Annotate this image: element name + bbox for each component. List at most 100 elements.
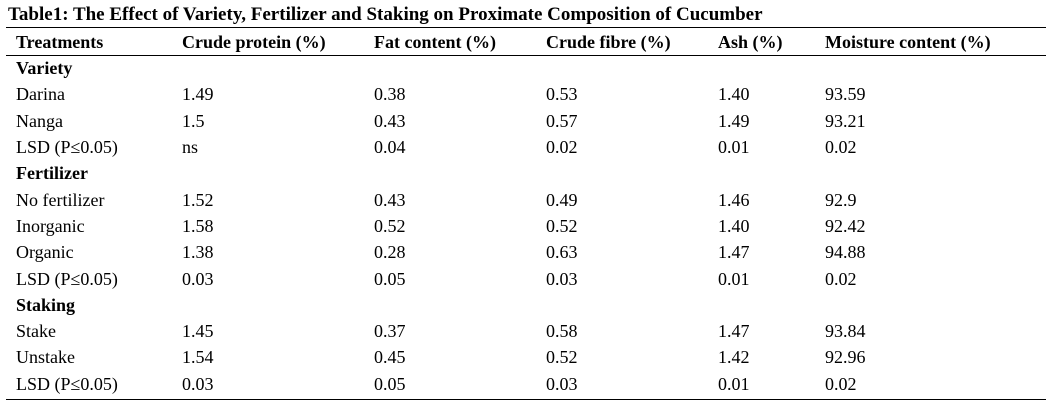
column-header-crude-fibre: Crude fibre (%) [546,31,671,52]
column-header-fat-content: Fat content (%) [374,31,496,52]
empty-cell [364,160,536,186]
fat-content-cell: 0.05 [374,268,406,289]
column-header-ash: Ash (%) [718,31,783,52]
fat-content-cell: 0.37 [374,321,406,342]
empty-cell [536,55,708,81]
group-label: Variety [16,58,73,79]
moisture-content-cell: 93.59 [825,84,866,105]
moisture-content-cell: 92.9 [825,189,857,210]
table-row: Unstake 1.54 0.45 0.52 1.42 92.96 [6,344,1046,370]
empty-cell [815,55,1046,81]
crude-protein-cell: 1.54 [182,347,214,368]
treatment-cell: Inorganic [16,215,85,236]
crude-protein-cell: 1.38 [182,242,214,263]
moisture-content-cell: 0.02 [825,137,857,158]
table-row: LSD (P≤0.05) ns 0.04 0.02 0.01 0.02 [6,134,1046,160]
treatment-cell: Organic [16,242,74,263]
crude-fibre-cell: 0.63 [546,242,578,263]
table-caption: Table1: The Effect of Variety, Fertilize… [8,4,763,25]
ash-cell: 1.42 [718,347,750,368]
moisture-content-cell: 0.02 [825,373,857,394]
table-top-rule [6,27,1046,28]
table-row: Inorganic 1.58 0.52 0.52 1.40 92.42 [6,213,1046,239]
table-row: Organic 1.38 0.28 0.63 1.47 94.88 [6,239,1046,265]
empty-cell [172,55,364,81]
fat-content-cell: 0.04 [374,137,406,158]
ash-cell: 1.46 [718,189,750,210]
ash-cell: 1.47 [718,321,750,342]
ash-cell: 1.49 [718,110,750,131]
fat-content-cell: 0.05 [374,373,406,394]
treatment-cell: LSD (P≤0.05) [16,137,118,158]
ash-cell: 1.40 [718,215,750,236]
fat-content-cell: 0.28 [374,242,406,263]
table-row: Darina 1.49 0.38 0.53 1.40 93.59 [6,81,1046,107]
crude-protein-cell: 0.03 [182,268,214,289]
crude-fibre-cell: 0.52 [546,347,578,368]
empty-cell [364,292,536,318]
header-row: Treatments Crude protein (%) Fat content… [6,28,1046,55]
crude-protein-cell: 1.58 [182,215,214,236]
crude-protein-cell: 1.52 [182,189,214,210]
crude-fibre-cell: 0.02 [546,137,578,158]
group-header-row: Fertilizer [6,160,1046,186]
treatment-cell: Stake [16,321,56,342]
empty-cell [708,55,815,81]
crude-protein-cell: 1.5 [182,110,205,131]
treatment-cell: LSD (P≤0.05) [16,373,118,394]
table-row: LSD (P≤0.05) 0.03 0.05 0.03 0.01 0.02 [6,265,1046,291]
group-label: Fertilizer [16,163,88,184]
ash-cell: 0.01 [718,268,750,289]
table-body: Variety Darina 1.49 0.38 0.53 1.40 93.59 Nanga 1… [6,55,1046,397]
table-header-rule [6,55,1046,56]
empty-cell [815,160,1046,186]
table-row: LSD (P≤0.05) 0.03 0.05 0.03 0.01 0.02 [6,371,1046,397]
ash-cell: 0.01 [718,137,750,158]
ash-cell: 0.01 [718,373,750,394]
moisture-content-cell: 93.84 [825,321,866,342]
empty-cell [708,292,815,318]
fat-content-cell: 0.38 [374,84,406,105]
empty-cell [536,292,708,318]
treatment-cell: Nanga [16,110,63,131]
empty-cell [708,160,815,186]
column-header-treatments: Treatments [16,31,104,52]
treatment-cell: No fertilizer [16,189,105,210]
crude-protein-cell: 0.03 [182,373,214,394]
group-header-row: Staking [6,292,1046,318]
fat-content-cell: 0.43 [374,189,406,210]
table-row: Nanga 1.5 0.43 0.57 1.49 93.21 [6,108,1046,134]
fat-content-cell: 0.43 [374,110,406,131]
crude-fibre-cell: 0.58 [546,321,578,342]
ash-cell: 1.40 [718,84,750,105]
crude-fibre-cell: 0.49 [546,189,578,210]
group-label: Staking [16,294,76,315]
crude-fibre-cell: 0.03 [546,268,578,289]
empty-cell [815,292,1046,318]
table-bottom-rule [6,399,1046,400]
crude-protein-cell: ns [182,137,199,158]
empty-cell [536,160,708,186]
treatment-cell: Unstake [16,347,75,368]
crude-fibre-cell: 0.03 [546,373,578,394]
crude-protein-cell: 1.49 [182,84,214,105]
empty-cell [172,292,364,318]
ash-cell: 1.47 [718,242,750,263]
table-row: No fertilizer 1.52 0.43 0.49 1.46 92.9 [6,186,1046,212]
table-row: Stake 1.45 0.37 0.58 1.47 93.84 [6,318,1046,344]
crude-fibre-cell: 0.57 [546,110,578,131]
group-header-row: Variety [6,55,1046,81]
column-header-crude-protein: Crude protein (%) [182,31,326,52]
fat-content-cell: 0.52 [374,215,406,236]
proximate-composition-table: Treatments Crude protein (%) Fat content… [6,28,1046,397]
moisture-content-cell: 92.42 [825,215,866,236]
fat-content-cell: 0.45 [374,347,406,368]
crude-protein-cell: 1.45 [182,321,214,342]
crude-fibre-cell: 0.53 [546,84,578,105]
treatment-cell: Darina [16,84,65,105]
moisture-content-cell: 93.21 [825,110,866,131]
empty-cell [364,55,536,81]
crude-fibre-cell: 0.52 [546,215,578,236]
empty-cell [172,160,364,186]
moisture-content-cell: 92.96 [825,347,866,368]
